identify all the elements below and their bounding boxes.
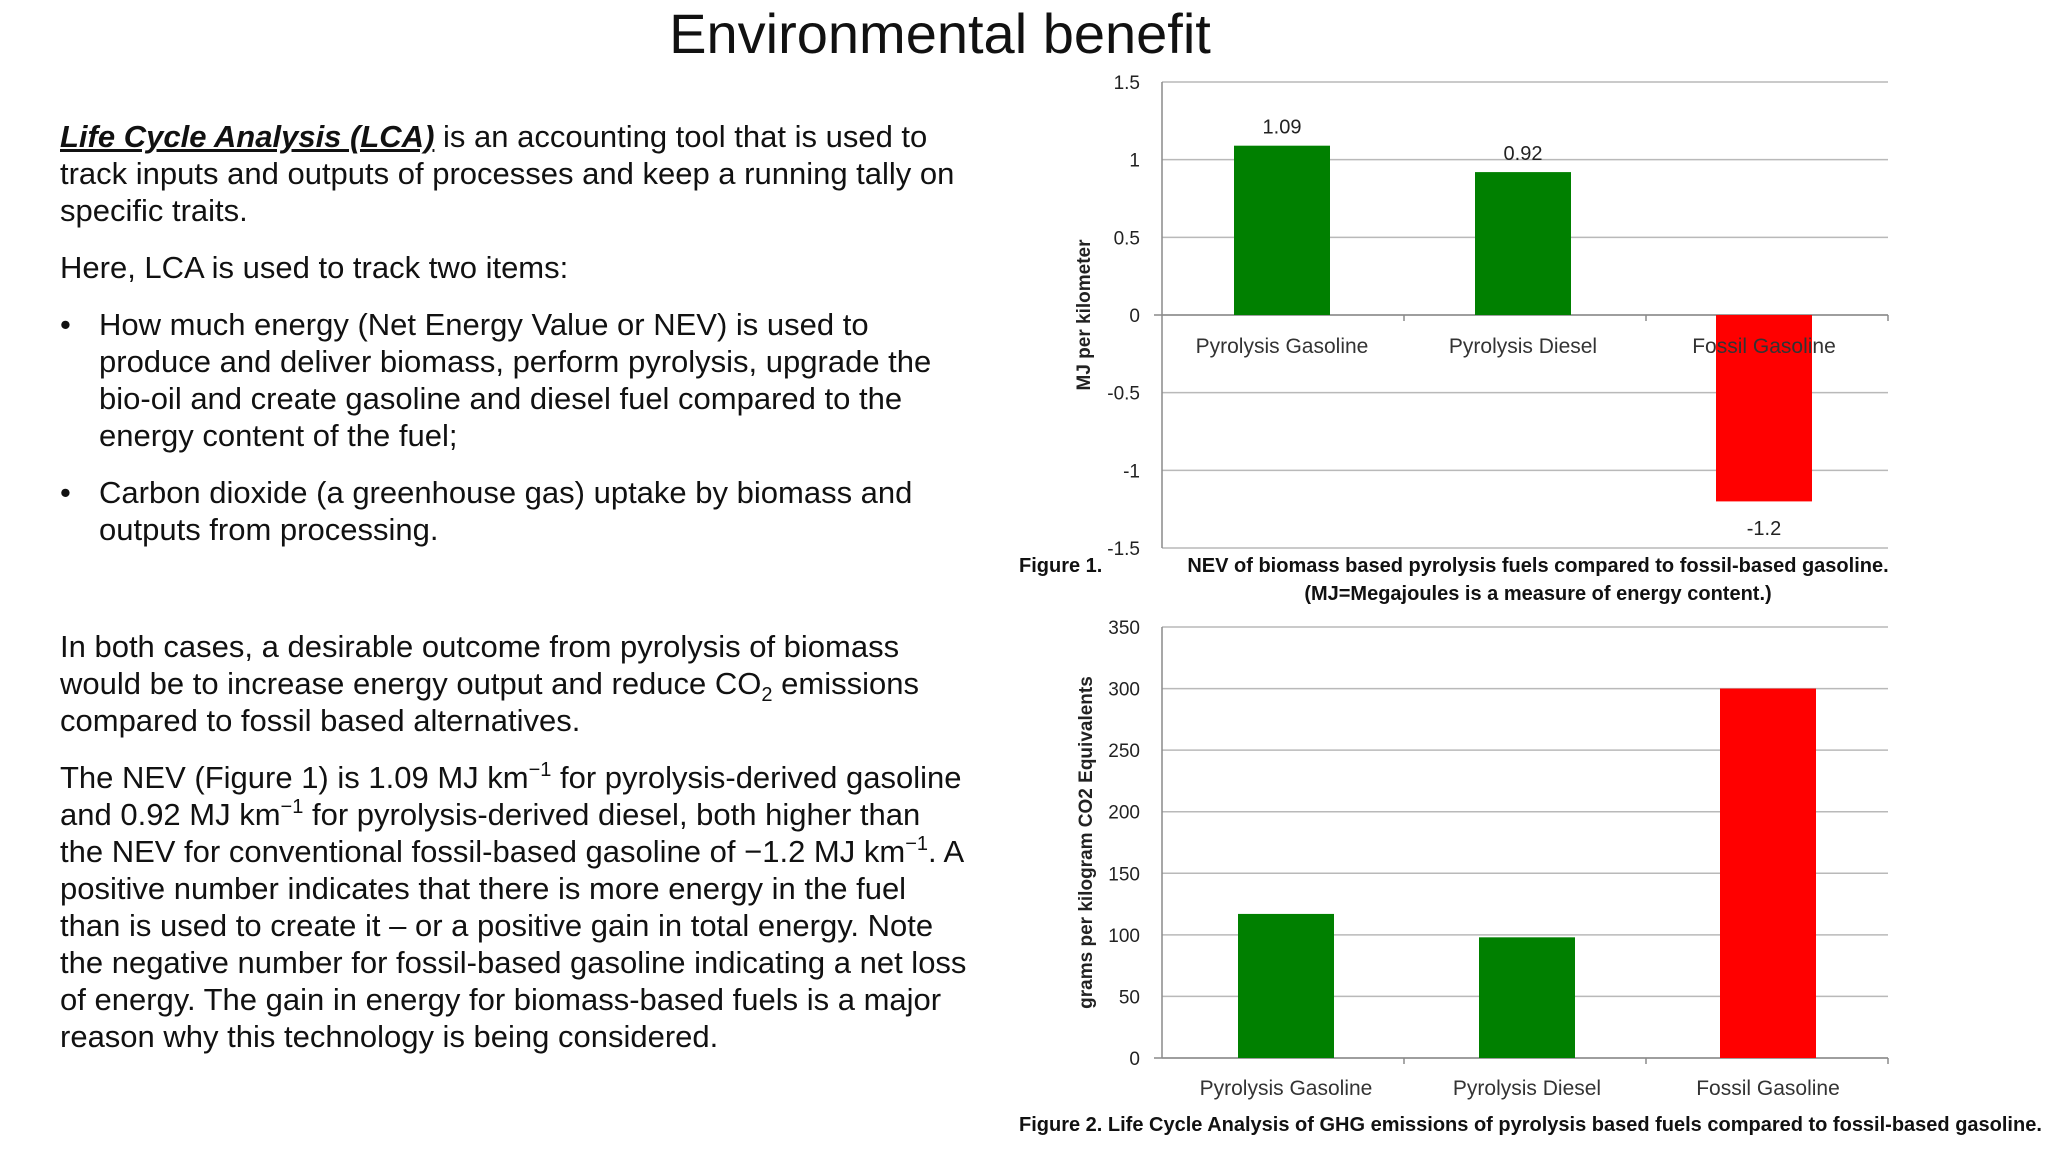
y-tick-label: 250	[1108, 741, 1140, 762]
figure-1-caption: NEV of biomass based pyrolysis fuels com…	[1187, 555, 1888, 577]
outcome-text-b: emissions compared to fossil based alter…	[60, 666, 919, 738]
nev-paragraph: The NEV (Figure 1) is 1.09 MJ km−1 for p…	[60, 759, 970, 1055]
data-label: -1.2	[1747, 518, 1781, 540]
body-text: Life Cycle Analysis (LCA) is an accounti…	[60, 118, 970, 1075]
bar	[1720, 688, 1816, 1058]
tracked-items-list: • How much energy (Net Energy Value or NE…	[60, 306, 970, 548]
outcome-text-a: In both cases, a desirable outcome from …	[60, 629, 900, 701]
bar	[1234, 145, 1330, 315]
lca-term: Life Cycle Analysis (LCA)	[60, 119, 435, 154]
figure-2-caption: Figure 2. Life Cycle Analysis of GHG emi…	[1019, 1114, 2042, 1136]
data-label: 1.09	[1263, 117, 1302, 139]
y-tick-label: 150	[1108, 864, 1140, 885]
unit-superscript: −1	[280, 796, 304, 818]
slide-title: Environmental benefit	[669, 2, 1211, 65]
y-tick-label: 50	[1119, 987, 1140, 1008]
lca-intro: Here, LCA is used to track two items:	[60, 250, 569, 285]
y-tick-label: 0	[1129, 306, 1140, 327]
y-tick-label: 300	[1108, 680, 1140, 701]
y-tick-label: -0.5	[1107, 384, 1140, 405]
unit-superscript: −1	[905, 833, 929, 855]
figure-1-caption-note: (MJ=Megajoules is a measure of energy co…	[1304, 583, 1771, 605]
bar	[1238, 913, 1334, 1058]
y-tick-label: 1.5	[1114, 73, 1140, 94]
nev-text-b: for pyrolysis-derived gasoline and 0.92 …	[60, 760, 962, 832]
outcome-paragraph: In both cases, a desirable outcome from …	[60, 628, 970, 739]
nev-text-d: . A positive number indicates that there…	[60, 834, 967, 1054]
lca-definition-text: is an accounting tool that is used to tr…	[60, 119, 955, 228]
y-tick-label: 350	[1108, 618, 1140, 639]
x-tick-label: Pyrolysis Diesel	[1449, 335, 1597, 358]
bullet-text: How much energy (Net Energy Value or NEV…	[99, 307, 932, 453]
bullet-marker: •	[60, 475, 71, 510]
y-tick-label: 0.5	[1114, 228, 1140, 249]
x-tick-label: Pyrolysis Gasoline	[1200, 1077, 1373, 1100]
bullet-text: Carbon dioxide (a greenhouse gas) uptake…	[99, 475, 913, 547]
bar	[1479, 937, 1575, 1058]
y-tick-label: 1	[1129, 151, 1140, 172]
x-tick-label: Pyrolysis Diesel	[1453, 1077, 1601, 1100]
figure-1-label: Figure 1.	[1019, 555, 1102, 577]
y-tick-label: -1	[1123, 461, 1140, 482]
unit-superscript: −1	[528, 759, 552, 781]
data-label: 0.92	[1504, 143, 1543, 165]
y-axis-label: grams per kilogram CO2 Equivalents	[1076, 676, 1097, 1009]
bullet-item-co2: • Carbon dioxide (a greenhouse gas) uptak…	[60, 474, 970, 548]
bar	[1475, 172, 1571, 315]
y-tick-label: 100	[1108, 926, 1140, 947]
nev-text-a: The NEV (Figure 1) is 1.09 MJ km	[60, 760, 529, 795]
bar	[1716, 315, 1812, 502]
y-tick-label: 0	[1129, 1049, 1140, 1070]
bullet-marker: •	[60, 307, 71, 342]
y-axis-label: MJ per kilometer	[1074, 239, 1095, 391]
y-tick-label: -1.5	[1107, 539, 1140, 560]
nev-text-c: for pyrolysis-derived diesel, both highe…	[60, 797, 921, 869]
bullet-item-energy: • How much energy (Net Energy Value or NE…	[60, 306, 970, 454]
co2-subscript: 2	[761, 684, 773, 706]
y-tick-label: 200	[1108, 803, 1140, 824]
x-tick-label: Pyrolysis Gasoline	[1196, 335, 1369, 358]
x-tick-label: Fossil Gasoline	[1692, 335, 1836, 358]
x-tick-label: Fossil Gasoline	[1696, 1077, 1840, 1100]
lca-definition: Life Cycle Analysis (LCA) is an accounti…	[60, 118, 970, 229]
